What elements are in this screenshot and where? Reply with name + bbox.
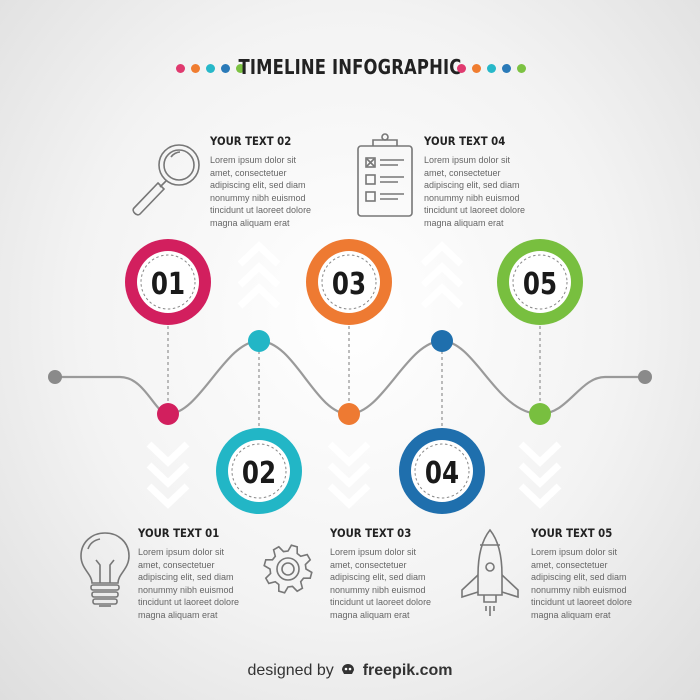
header-dots-left (176, 64, 245, 73)
wave-dot-04 (431, 330, 453, 352)
step-text-05: YOUR TEXT 05 Lorem ipsum dolor sit amet,… (531, 526, 651, 622)
step-body: Lorem ipsum dolor sit amet, consectetuer… (330, 547, 432, 620)
header-dot (236, 64, 245, 73)
step-text-01: YOUR TEXT 01 Lorem ipsum dolor sit amet,… (138, 526, 258, 622)
header-dot (191, 64, 200, 73)
wave-dot-03 (338, 403, 360, 425)
step-circle-03: 03 (306, 239, 392, 325)
chevrons-up-2 (420, 241, 464, 309)
chevrons-up-1 (237, 241, 281, 309)
step-circle-01: 01 (125, 239, 211, 325)
step-body: Lorem ipsum dolor sit amet, consectetuer… (424, 155, 526, 228)
step-number: 02 (242, 457, 276, 491)
freepik-logo-icon (340, 662, 356, 676)
step-text-04: YOUR TEXT 04 Lorem ipsum dolor sit amet,… (424, 134, 544, 230)
wave-dot-01 (157, 403, 179, 425)
timeline-start-dot (48, 370, 62, 384)
rocket-icon (461, 528, 519, 616)
wave-dot-05 (529, 403, 551, 425)
chevrons-down-2 (327, 441, 371, 509)
magnifier-icon (132, 144, 200, 216)
footer-credit: designed by freepik.com (0, 662, 700, 680)
step-number: 05 (523, 268, 557, 302)
header-dot (517, 64, 526, 73)
step-heading: YOUR TEXT 03 (330, 526, 412, 540)
step-circle-04: 04 (399, 428, 485, 514)
gear-icon (263, 544, 313, 594)
step-heading: YOUR TEXT 05 (531, 526, 613, 540)
step-text-03: YOUR TEXT 03 Lorem ipsum dolor sit amet,… (330, 526, 450, 622)
clipboard-icon (357, 133, 413, 217)
page-title: TIMELINE INFOGRAPHIC (238, 55, 462, 79)
step-body: Lorem ipsum dolor sit amet, consectetuer… (138, 547, 240, 620)
step-body: Lorem ipsum dolor sit amet, consectetuer… (531, 547, 633, 620)
wave-dot-02 (248, 330, 270, 352)
step-heading: YOUR TEXT 02 (210, 134, 292, 148)
header-dot (457, 64, 466, 73)
timeline-end-dot (638, 370, 652, 384)
header-dot (206, 64, 215, 73)
step-circle-02: 02 (216, 428, 302, 514)
header-dot (472, 64, 481, 73)
header-dot (176, 64, 185, 73)
header-dots-right (457, 64, 526, 73)
footer-prefix: designed by (247, 662, 334, 679)
step-number: 03 (332, 268, 366, 302)
step-body: Lorem ipsum dolor sit amet, consectetuer… (210, 155, 312, 228)
step-text-02: YOUR TEXT 02 Lorem ipsum dolor sit amet,… (210, 134, 330, 230)
header-dot (487, 64, 496, 73)
lightbulb-icon (80, 532, 130, 607)
step-number: 04 (425, 457, 459, 491)
step-heading: YOUR TEXT 01 (138, 526, 220, 540)
header-dot (502, 64, 511, 73)
footer-brand: freepik.com (362, 662, 453, 679)
chevrons-down-3 (518, 441, 562, 509)
step-number: 01 (151, 268, 185, 302)
chevrons-down-1 (146, 441, 190, 509)
step-heading: YOUR TEXT 04 (424, 134, 506, 148)
step-circle-05: 05 (497, 239, 583, 325)
header-dot (221, 64, 230, 73)
